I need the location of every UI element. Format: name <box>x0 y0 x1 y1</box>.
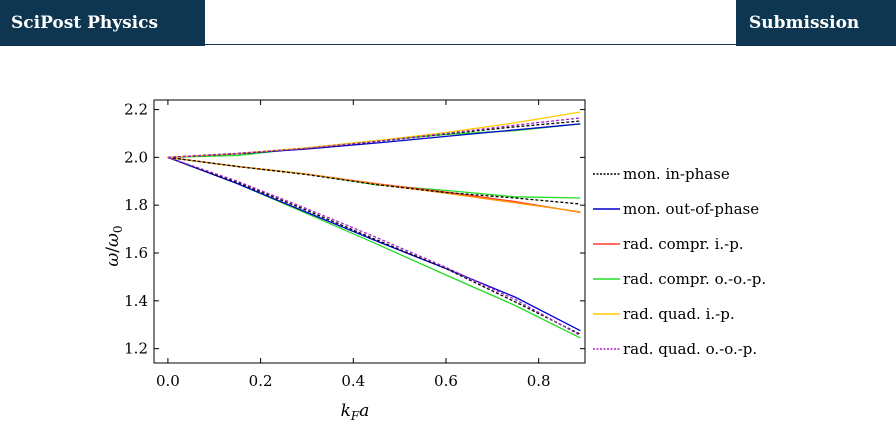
series-0-curve-0 <box>167 120 581 159</box>
journal-header: SciPost Physics <box>0 0 205 46</box>
legend-label-5: rad. quad. o.-o.-p. <box>623 340 757 358</box>
submission-label: Submission <box>749 13 860 33</box>
submission-badge: Submission <box>736 0 896 46</box>
y-tick-label: 1.6 <box>124 244 148 262</box>
legend-label-4: rad. quad. i.-p. <box>623 305 735 323</box>
series-5-curve-1 <box>167 156 581 337</box>
journal-title: SciPost Physics <box>11 13 159 33</box>
y-tick-label: 2.2 <box>124 101 148 119</box>
x-tick-label: 0.2 <box>249 372 273 390</box>
y-tick-label: 1.2 <box>124 340 148 358</box>
series-5-curve-0 <box>167 117 581 159</box>
legend-label-1: mon. out-of-phase <box>623 200 759 218</box>
header-rule <box>205 44 736 45</box>
x-tick-label: 0.0 <box>156 372 180 390</box>
x-tick-label: 0.4 <box>341 372 365 390</box>
series-0-curve-2 <box>167 156 581 335</box>
legend: mon. in-phase mon. out-of-phase rad. compr… <box>593 165 766 358</box>
plot-frame <box>153 99 586 364</box>
series-4-curve-0 <box>167 111 581 159</box>
plot-curves <box>167 111 581 339</box>
y-tick-label: 2.0 <box>124 148 148 166</box>
legend-label-0: mon. in-phase <box>623 165 730 183</box>
legend-label-3: rad. compr. o.-o.-p. <box>623 270 766 288</box>
x-axis-label: kFa <box>341 401 370 423</box>
axis-ticks: 0.0 0.2 0.4 0.6 0.8 1.2 1.4 1.6 1.8 2.0 2.2 <box>124 100 585 390</box>
series-0-curve-1 <box>167 156 581 205</box>
y-axis-label: ω/ω0 <box>103 225 125 266</box>
series-3-curve-1 <box>167 156 581 199</box>
x-tick-label: 0.8 <box>527 372 551 390</box>
x-tick-label: 0.6 <box>434 372 458 390</box>
series-1-curve-1 <box>167 156 581 332</box>
y-tick-label: 1.4 <box>124 292 148 310</box>
legend-label-2: rad. compr. i.-p. <box>623 235 744 253</box>
y-tick-label: 1.8 <box>124 196 148 214</box>
